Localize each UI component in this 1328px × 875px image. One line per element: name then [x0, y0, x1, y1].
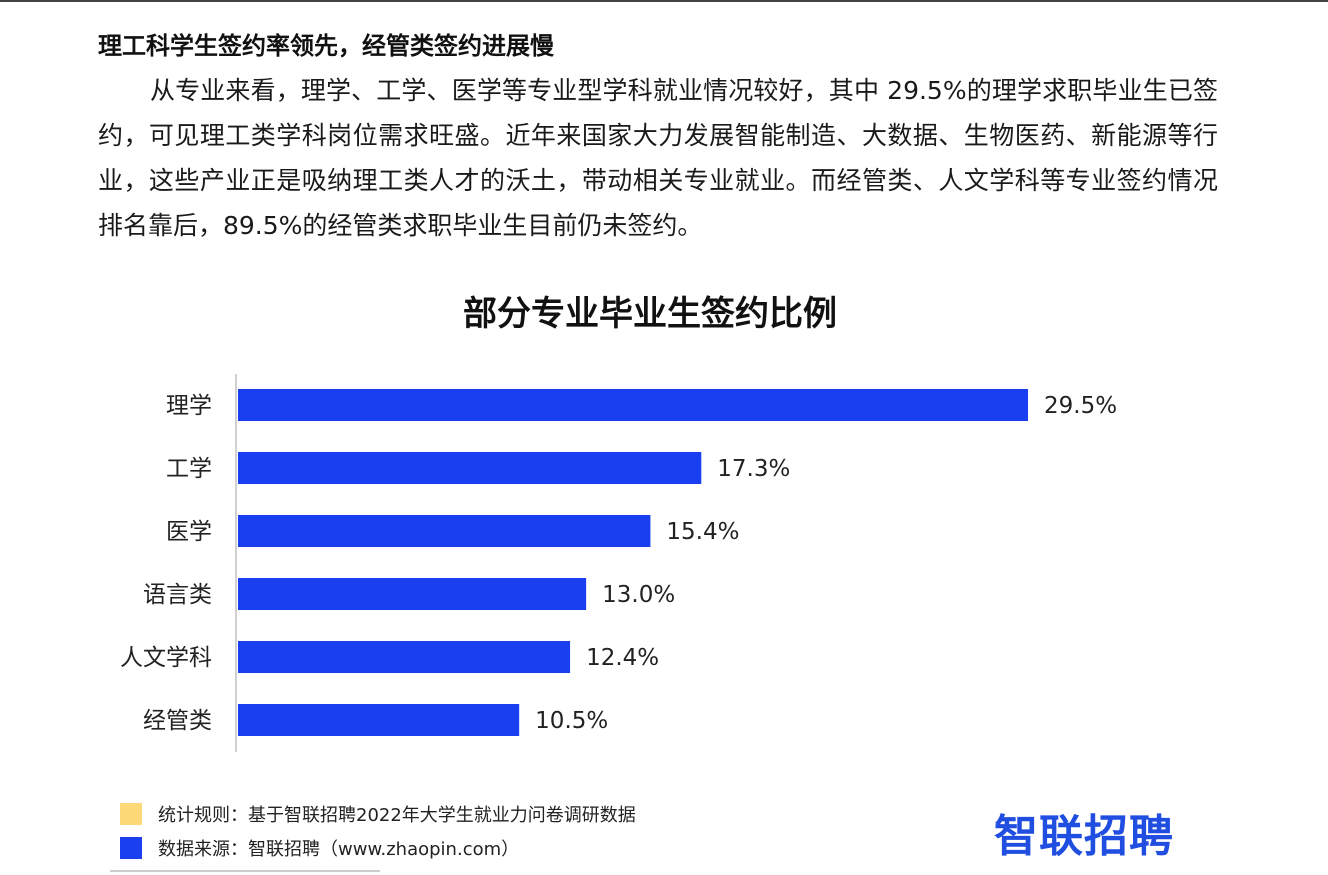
- bar-0: [238, 389, 1028, 421]
- bar-5: [238, 704, 520, 736]
- bar-2: [238, 515, 651, 547]
- legend-item-source: 数据来源：智联招聘（www.zhaopin.com）: [120, 836, 519, 860]
- value-label-4: 12.4%: [586, 645, 659, 671]
- legend-swatch-source: [120, 837, 142, 859]
- bar-3: [238, 578, 587, 610]
- category-label-5: 经管类: [143, 708, 212, 734]
- chart-title: 部分专业毕业生签约比例: [463, 294, 837, 334]
- value-label-3: 13.0%: [602, 582, 675, 608]
- category-label-0: 理学: [166, 393, 212, 419]
- top-border: [0, 0, 1328, 2]
- article-paragraph: 从专业来看，理学、工学、医学等专业型学科就业情况较好，其中 29.5%的理学求职…: [98, 76, 1218, 240]
- value-label-2: 15.4%: [666, 519, 739, 545]
- bar-1: [238, 452, 702, 484]
- bar-4: [238, 641, 571, 673]
- bar-chart: 理学 29.5% 工学 17.3% 医学 15.4% 语言类 13.0% 人文学科 12.4% 经管…: [120, 374, 1117, 752]
- zhaopin-logo: 智联招聘: [994, 811, 1174, 862]
- category-label-2: 医学: [166, 519, 212, 545]
- value-label-0: 29.5%: [1044, 393, 1117, 419]
- legend-item-rule: 统计规则：基于智联招聘2022年大学生就业力问卷调研数据: [120, 802, 636, 826]
- category-label-4: 人文学科: [120, 645, 212, 671]
- legend-text-rule: 统计规则：基于智联招聘2022年大学生就业力问卷调研数据: [158, 805, 636, 826]
- category-label-1: 工学: [166, 456, 212, 482]
- section-heading: 理工科学生签约率领先，经管类签约进展慢: [98, 32, 554, 60]
- category-label-3: 语言类: [143, 582, 212, 608]
- bottom-rule: [110, 870, 380, 872]
- legend-text-source: 数据来源：智联招聘（www.zhaopin.com）: [158, 839, 520, 860]
- bars-group: 理学 29.5% 工学 17.3% 医学 15.4% 语言类 13.0% 人文学科 12.4% 经管…: [120, 389, 1117, 736]
- legend-swatch-rule: [120, 803, 142, 825]
- value-label-1: 17.3%: [717, 456, 790, 482]
- value-label-5: 10.5%: [535, 708, 608, 734]
